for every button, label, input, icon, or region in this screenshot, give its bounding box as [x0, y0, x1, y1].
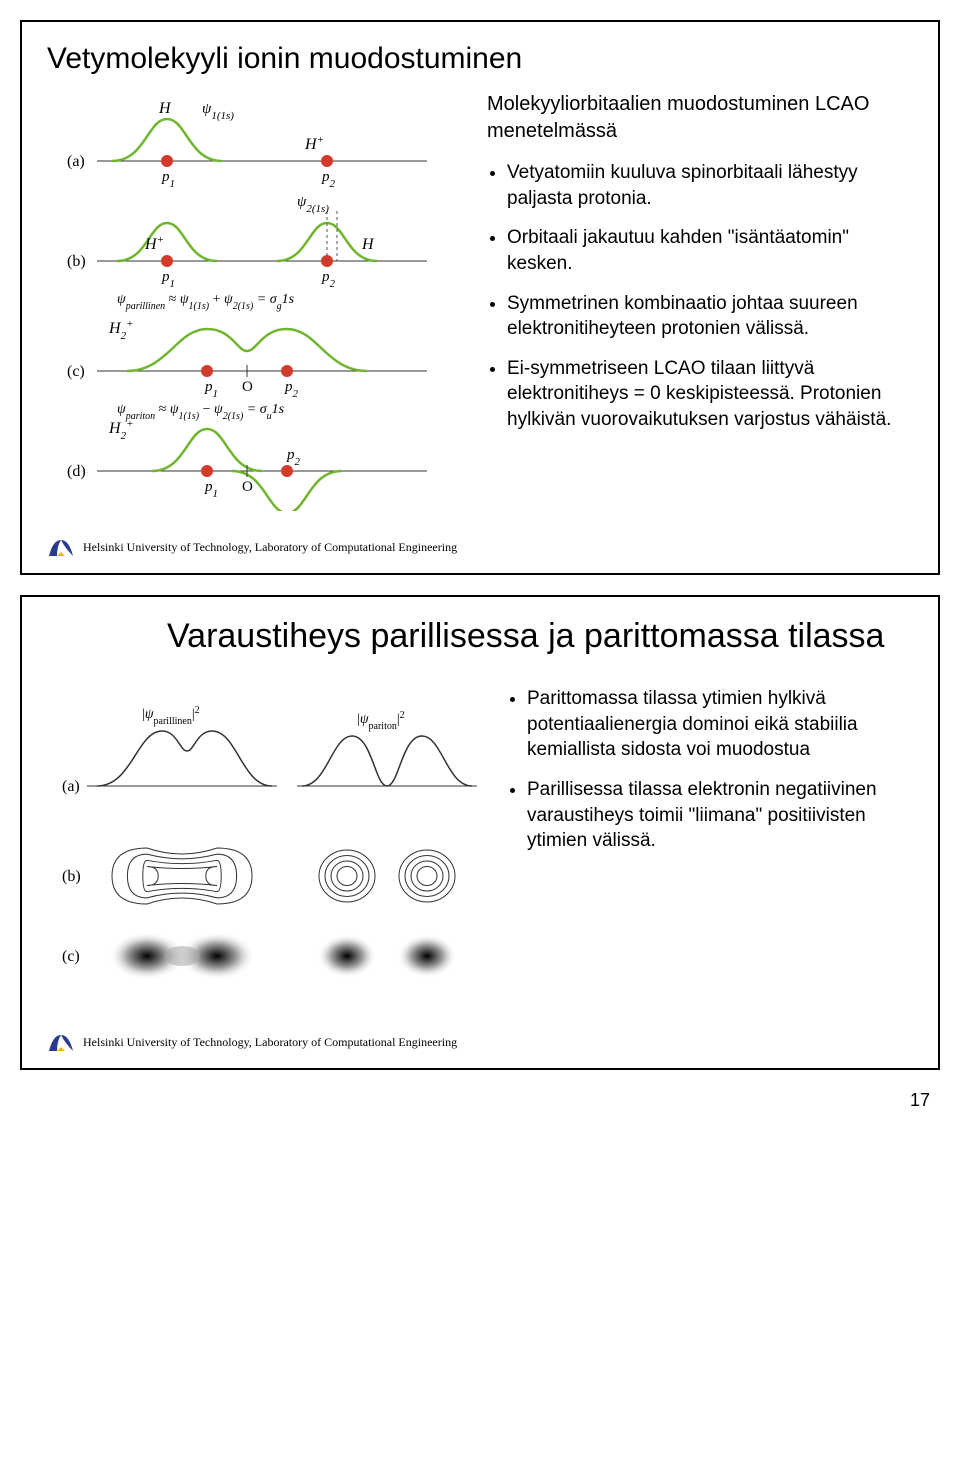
page-number: 17 [30, 1090, 930, 1111]
slide1-text-col: Molekyyliorbitaalien muodostuminen LCAO … [487, 91, 913, 516]
svg-text:ψpariton ≈ ψ1(1s) − ψ2(1s) = σ: ψpariton ≈ ψ1(1s) − ψ2(1s) = σu1s [117, 402, 285, 422]
slide2-diagram: (a) (b) (c) |ψparillinen|2 |ψpariton|2 [47, 686, 487, 1006]
slide1-diagram-col: (a) (b) (c) (d) Hp1 H+ p2 ψ1(1s) H+ p1 Hp2 ψ2(1s) ψp… [47, 91, 467, 516]
svg-text:(d): (d) [67, 463, 86, 480]
svg-text:(b): (b) [62, 868, 81, 885]
svg-text:|ψparillinen|2: |ψparillinen|2 [142, 705, 200, 727]
svg-text:p1: p1 [204, 479, 218, 500]
svg-text:p2: p2 [321, 169, 336, 190]
slide2-text-col: Parittomassa tilassa ytimien hylkivä pot… [507, 686, 913, 868]
svg-text:ψ2(1s): ψ2(1s) [297, 194, 329, 215]
list-item: Orbitaali jakautuu kahden "isäntäatomin"… [507, 225, 913, 276]
svg-text:p1: p1 [204, 379, 218, 400]
slide1-title: Vetymolekyyli ionin muodostuminen [47, 42, 913, 76]
svg-text:H+: H+ [144, 234, 164, 253]
slide2-body: (a) (b) (c) |ψparillinen|2 |ψpariton|2 Parit… [47, 686, 913, 1011]
svg-text:H: H [158, 100, 172, 117]
slide1-footer: Helsinki University of Technology, Labor… [47, 536, 913, 558]
slide1-bullet-list: Vetyatomiin kuuluva spinorbitaali lähest… [487, 160, 913, 433]
svg-text:(c): (c) [62, 948, 80, 965]
svg-text:p2: p2 [286, 447, 301, 468]
svg-text:p2: p2 [284, 379, 299, 400]
list-item: Symmetrinen kombinaatio johtaa suureen e… [507, 291, 913, 342]
slide-1: Vetymolekyyli ionin muodostuminen (a) (b)… [20, 20, 940, 575]
slide2-footer: Helsinki University of Technology, Labor… [47, 1031, 913, 1053]
svg-text:p2: p2 [321, 269, 336, 290]
footer-text: Helsinki University of Technology, Labor… [83, 540, 457, 555]
slide2-bullet-list: Parittomassa tilassa ytimien hylkivä pot… [507, 686, 913, 854]
svg-text:H2+: H2+ [108, 318, 134, 342]
university-logo-icon [47, 1031, 75, 1053]
svg-text:ψ1(1s): ψ1(1s) [202, 101, 234, 122]
svg-text:p1: p1 [161, 169, 175, 190]
svg-text:H+: H+ [304, 134, 324, 153]
svg-text:|ψpariton|2: |ψpariton|2 [357, 710, 405, 732]
list-item: Parillisessa tilassa elektronin negatiiv… [527, 777, 913, 854]
svg-text:O: O [242, 479, 253, 495]
slide1-diagram: (a) (b) (c) (d) Hp1 H+ p2 ψ1(1s) H+ p1 Hp2 ψ2(1s) ψp… [47, 91, 467, 511]
svg-text:(c): (c) [67, 363, 85, 380]
list-item: Ei-symmetriseen LCAO tilaan liittyvä ele… [507, 356, 913, 433]
svg-text:ψparillinen ≈ ψ1(1s) + ψ2(1s): ψparillinen ≈ ψ1(1s) + ψ2(1s) = σg1s [117, 292, 295, 312]
svg-text:H: H [361, 236, 375, 253]
slide1-body: (a) (b) (c) (d) Hp1 H+ p2 ψ1(1s) H+ p1 Hp2 ψ2(1s) ψp… [47, 91, 913, 516]
slide2-title: Varaustiheys parillisessa ja parittomass… [167, 617, 913, 656]
svg-text:(a): (a) [62, 778, 80, 795]
footer-text: Helsinki University of Technology, Labor… [83, 1035, 457, 1050]
list-item: Vetyatomiin kuuluva spinorbitaali lähest… [507, 160, 913, 211]
svg-text:(a): (a) [67, 153, 85, 170]
svg-text:H2+: H2+ [108, 418, 134, 442]
svg-text:O: O [242, 379, 253, 395]
list-item: Parittomassa tilassa ytimien hylkivä pot… [527, 686, 913, 763]
svg-text:(b): (b) [67, 253, 86, 270]
slide1-subtitle: Molekyyliorbitaalien muodostuminen LCAO … [487, 91, 913, 145]
slide2-diagram-col: (a) (b) (c) |ψparillinen|2 |ψpariton|2 [47, 686, 487, 1011]
university-logo-icon [47, 536, 75, 558]
svg-text:p1: p1 [161, 269, 175, 290]
slide-2: Varaustiheys parillisessa ja parittomass… [20, 595, 940, 1070]
